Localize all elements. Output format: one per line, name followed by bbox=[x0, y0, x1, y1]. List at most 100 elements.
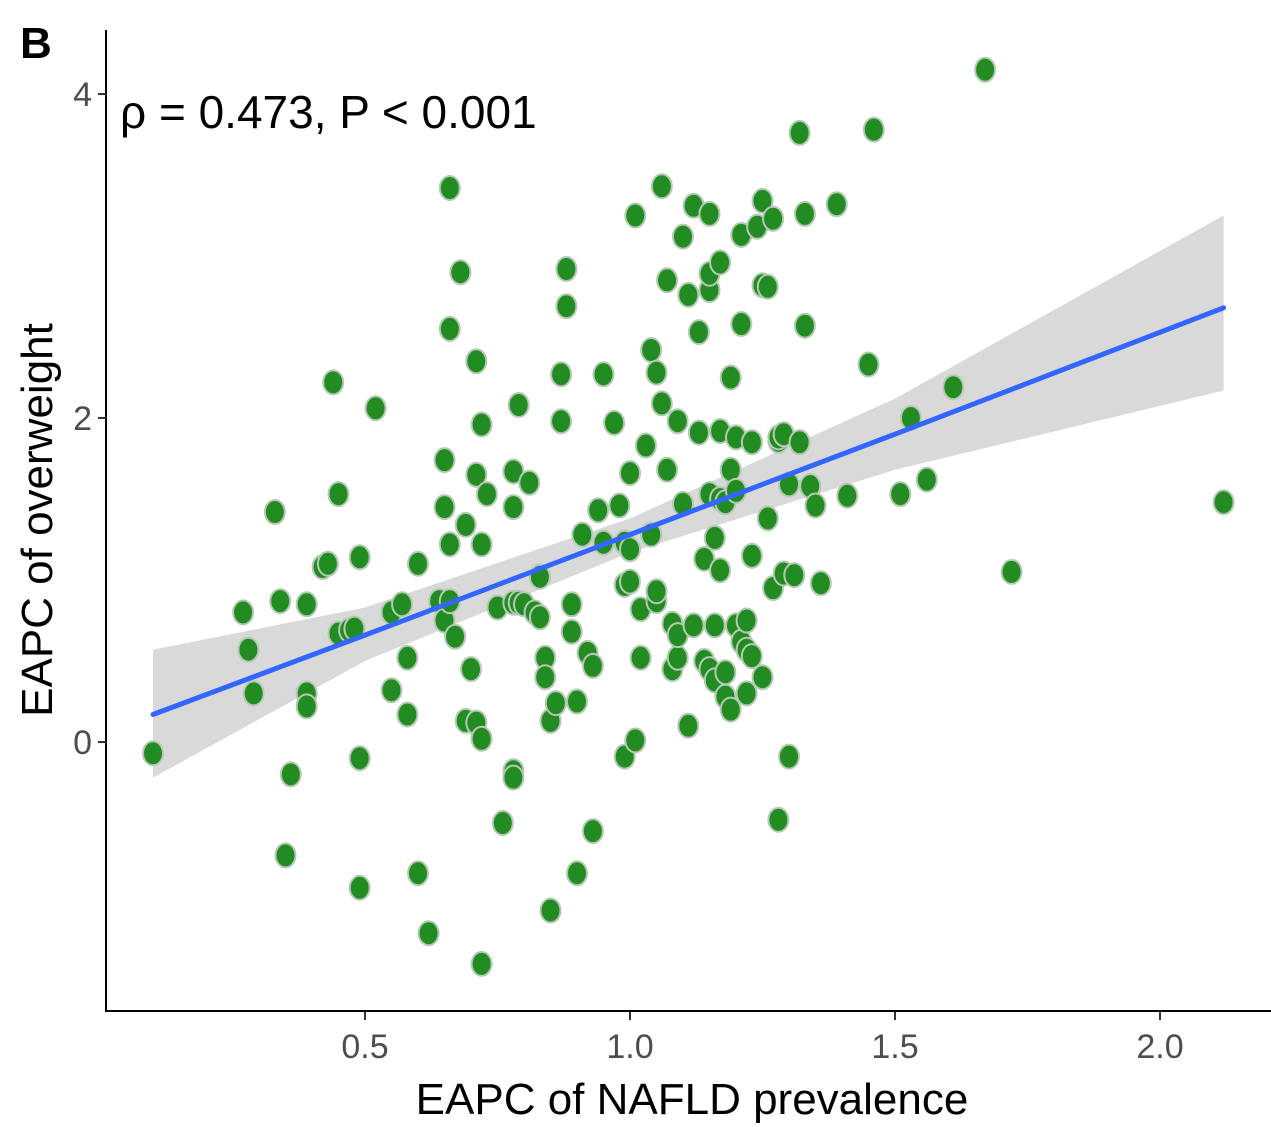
data-point bbox=[555, 256, 578, 282]
data-point bbox=[719, 696, 742, 723]
data-point bbox=[862, 116, 885, 143]
data-point bbox=[438, 315, 461, 342]
data-point bbox=[502, 458, 525, 485]
data-point bbox=[444, 623, 467, 650]
data-point bbox=[677, 281, 700, 308]
data-point bbox=[438, 175, 461, 201]
data-point bbox=[470, 725, 493, 752]
data-point bbox=[449, 259, 472, 286]
data-point bbox=[560, 618, 583, 645]
data-point bbox=[348, 874, 371, 901]
data-point bbox=[232, 599, 255, 626]
data-point bbox=[560, 591, 583, 618]
data-point bbox=[714, 659, 737, 686]
data-point bbox=[809, 570, 832, 597]
data-point bbox=[454, 511, 477, 538]
data-point bbox=[348, 745, 371, 772]
x-tick-label: 2.0 bbox=[1136, 1028, 1183, 1066]
x-tick-label: 0.5 bbox=[341, 1028, 388, 1066]
data-point bbox=[518, 469, 541, 496]
data-point bbox=[327, 481, 350, 508]
data-point bbox=[396, 644, 419, 671]
data-point bbox=[698, 200, 721, 227]
data-point bbox=[656, 456, 679, 483]
data-point bbox=[756, 505, 779, 532]
data-point bbox=[709, 249, 732, 276]
data-point bbox=[751, 664, 774, 691]
data-point bbox=[407, 860, 429, 887]
data-point bbox=[942, 374, 965, 401]
data-point bbox=[767, 806, 790, 833]
data-point bbox=[740, 643, 763, 670]
data-point bbox=[555, 293, 578, 320]
data-point bbox=[778, 743, 800, 770]
data-point bbox=[703, 524, 726, 551]
data-point bbox=[491, 810, 514, 836]
data-point bbox=[656, 267, 679, 294]
y-axis-title: EAPC of overweight bbox=[13, 323, 62, 717]
data-point bbox=[645, 359, 668, 386]
data-point bbox=[751, 187, 774, 214]
data-point bbox=[619, 568, 641, 595]
data-point bbox=[709, 557, 732, 584]
data-point bbox=[793, 312, 816, 339]
data-point bbox=[740, 429, 763, 456]
data-point bbox=[619, 460, 641, 487]
data-point bbox=[534, 664, 557, 691]
data-point bbox=[640, 337, 663, 363]
data-point bbox=[889, 481, 912, 508]
data-point bbox=[666, 408, 689, 435]
data-point bbox=[566, 860, 588, 887]
data-point bbox=[788, 119, 811, 146]
data-point bbox=[730, 311, 753, 337]
data-point bbox=[825, 191, 848, 218]
data-point bbox=[470, 950, 493, 977]
data-point bbox=[438, 531, 461, 558]
data-point bbox=[322, 369, 345, 396]
data-point bbox=[735, 607, 758, 634]
plot-area bbox=[142, 56, 1235, 977]
x-axis-title: EAPC of NAFLD prevalence bbox=[416, 1075, 969, 1124]
data-point bbox=[528, 604, 551, 631]
data-point bbox=[581, 652, 604, 679]
data-point bbox=[502, 764, 525, 791]
data-point bbox=[460, 656, 482, 683]
data-point bbox=[539, 897, 562, 924]
data-point bbox=[735, 680, 758, 707]
data-point bbox=[687, 419, 710, 446]
data-point bbox=[719, 364, 742, 391]
data-point bbox=[857, 351, 880, 378]
y-tick-label: 4 bbox=[73, 76, 92, 114]
data-point bbox=[550, 361, 573, 388]
data-point bbox=[788, 429, 811, 456]
x-tick-label: 1.5 bbox=[871, 1028, 918, 1066]
data-point bbox=[762, 205, 785, 232]
data-point bbox=[645, 578, 668, 605]
data-point bbox=[566, 688, 588, 715]
data-point bbox=[407, 550, 429, 577]
data-point bbox=[804, 492, 827, 519]
x-tick-label: 1.0 bbox=[606, 1028, 653, 1066]
data-point bbox=[269, 588, 292, 615]
data-point bbox=[629, 644, 652, 671]
data-point bbox=[391, 591, 414, 618]
data-point bbox=[507, 392, 530, 418]
data-point bbox=[693, 545, 716, 572]
data-point bbox=[380, 677, 403, 704]
data-point bbox=[364, 395, 387, 422]
data-point bbox=[295, 693, 318, 720]
data-point bbox=[242, 680, 265, 707]
data-point bbox=[142, 740, 164, 767]
data-point bbox=[666, 644, 689, 671]
data-point bbox=[263, 499, 286, 525]
data-point bbox=[1212, 489, 1235, 516]
data-point bbox=[348, 544, 371, 571]
data-point bbox=[237, 636, 260, 663]
data-point bbox=[624, 727, 647, 754]
data-point bbox=[592, 361, 615, 388]
data-point bbox=[417, 920, 440, 947]
panel-label: B bbox=[20, 19, 52, 68]
data-point bbox=[316, 550, 339, 577]
data-point bbox=[465, 461, 488, 488]
data-point bbox=[624, 202, 647, 229]
